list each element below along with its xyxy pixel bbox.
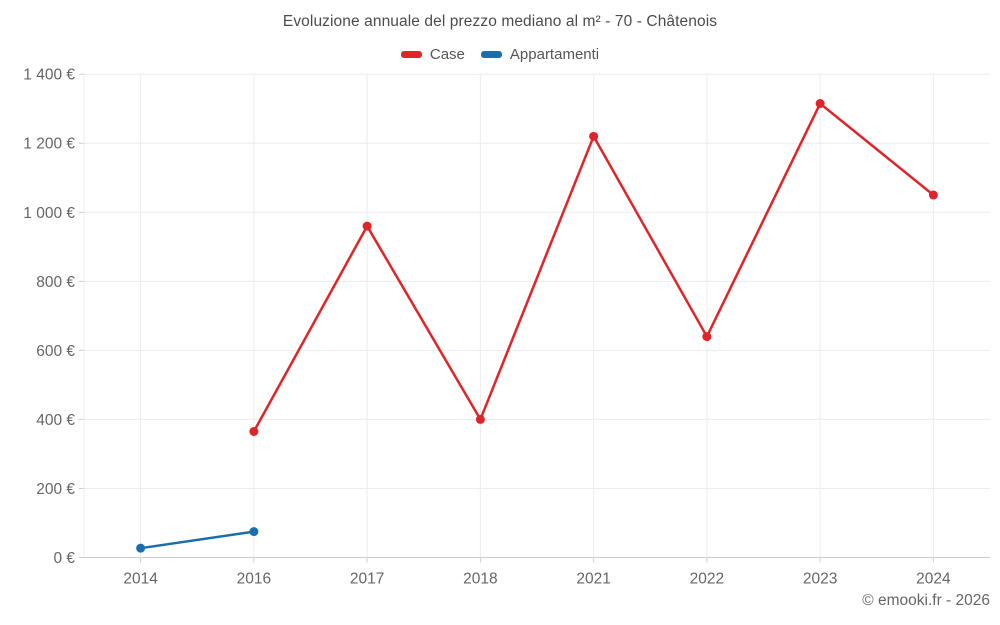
case-series-swatch-icon	[400, 51, 422, 58]
x-axis-label: 2014	[123, 571, 158, 588]
legend-label-appartamenti: Appartamenti	[509, 46, 600, 63]
y-axis-label: 1 000 €	[23, 205, 75, 222]
copyright-note: © emooki.fr - 2026	[862, 592, 990, 609]
data-point-case-2016[interactable]	[249, 426, 259, 436]
y-axis-label: 1 400 €	[23, 67, 75, 84]
legend-item-appartamenti[interactable]: Appartamenti	[480, 46, 600, 63]
series-line-appartamenti	[139, 530, 256, 550]
legend-item-case[interactable]: Case	[400, 46, 465, 63]
data-point-case-2021[interactable]	[589, 131, 599, 141]
data-point-case-2023[interactable]	[815, 99, 825, 109]
x-axis-label: 2021	[576, 571, 610, 588]
chart-title: Evoluzione annuale del prezzo mediano al…	[282, 13, 718, 30]
chart-legend: Case Appartamenti	[0, 46, 1000, 63]
y-axis-label: 1 200 €	[23, 136, 75, 153]
y-axis-label: 0 €	[53, 550, 75, 567]
data-point-appartamenti-2014[interactable]	[136, 543, 146, 553]
legend-label-case: Case	[429, 46, 465, 63]
x-axis-label: 2016	[237, 571, 271, 588]
y-axis-label: 800 €	[36, 274, 75, 291]
data-point-appartamenti-2016[interactable]	[249, 527, 259, 537]
y-axis-label: 200 €	[36, 481, 75, 498]
x-axis-label: 2018	[463, 571, 497, 588]
x-axis-label: 2023	[803, 571, 837, 588]
y-axis-label: 400 €	[36, 412, 75, 429]
data-point-case-2017[interactable]	[362, 221, 372, 231]
data-point-case-2018[interactable]	[475, 414, 485, 424]
y-axis-label: 600 €	[36, 343, 75, 360]
x-axis-label: 2022	[690, 571, 724, 588]
data-point-case-2022[interactable]	[702, 332, 712, 342]
appartamenti-series-swatch-icon	[480, 51, 502, 58]
data-point-case-2024[interactable]	[928, 190, 938, 200]
x-axis-label: 2024	[916, 571, 951, 588]
x-axis-label: 2017	[350, 571, 384, 588]
